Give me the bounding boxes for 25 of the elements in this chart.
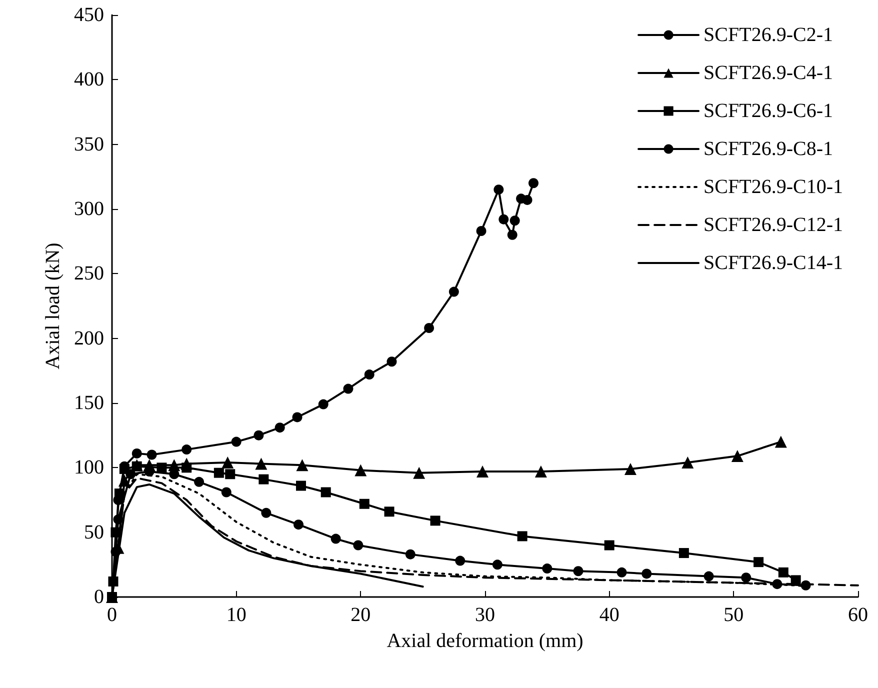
x-axis-title: Axial deformation (mm)	[386, 630, 584, 652]
y-tick-label: 50	[84, 521, 104, 544]
x-tick-label: 30	[475, 604, 495, 626]
y-tick-label: 450	[74, 4, 104, 26]
x-tick-label: 50	[724, 604, 744, 626]
legend-label: SCFT26.9-C2-1	[704, 24, 834, 46]
y-tick-label: 350	[74, 133, 104, 156]
y-tick-label: 0	[94, 586, 104, 608]
x-tick-label: 40	[599, 604, 620, 626]
legend-label: SCFT26.9-C10-1	[704, 176, 844, 198]
legend-label: SCFT26.9-C6-1	[704, 100, 834, 122]
legend-label: SCFT26.9-C12-1	[704, 214, 844, 236]
y-tick-label: 250	[74, 262, 104, 285]
x-tick-label: 10	[226, 604, 246, 626]
legend-label: SCFT26.9-C4-1	[704, 62, 834, 84]
y-axis-title: Axial load (kN)	[42, 242, 64, 370]
y-tick-label: 150	[74, 392, 104, 414]
y-tick-label: 100	[74, 456, 104, 479]
y-tick-label: 300	[74, 198, 104, 220]
legend-label: SCFT26.9-C8-1	[704, 138, 834, 160]
x-tick-label: 20	[350, 604, 371, 626]
y-tick-label: 400	[74, 68, 104, 91]
y-tick-label: 200	[74, 327, 104, 350]
legend-label: SCFT26.9-C14-1	[704, 252, 844, 274]
x-tick-label: 60	[848, 604, 868, 626]
